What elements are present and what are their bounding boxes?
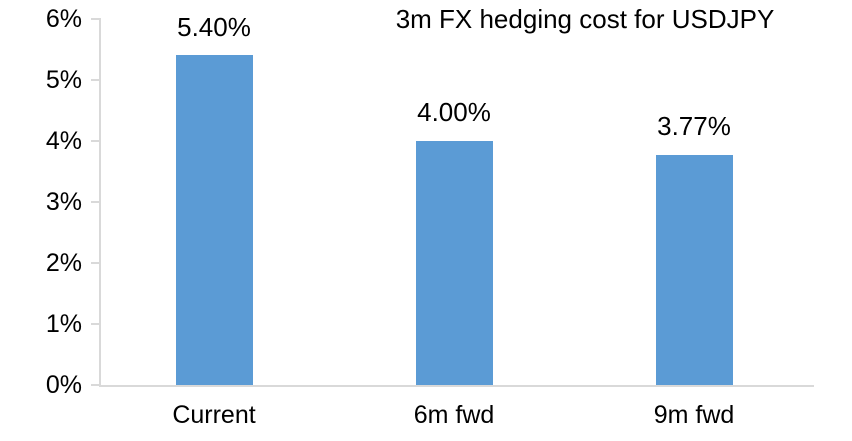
y-tick-label: 2% bbox=[45, 248, 82, 277]
y-tick-mark bbox=[91, 322, 99, 325]
category-label: 6m fwd bbox=[413, 401, 495, 429]
y-axis-line bbox=[99, 17, 101, 386]
bar bbox=[655, 154, 733, 385]
y-tick-mark bbox=[91, 384, 99, 386]
value-label: 5.40% bbox=[177, 11, 251, 42]
y-tick-mark bbox=[91, 17, 99, 20]
y-tick-label: 3% bbox=[45, 187, 82, 216]
category-label: 9m fwd bbox=[653, 401, 735, 429]
y-tick-mark bbox=[91, 261, 99, 264]
x-axis-line bbox=[99, 385, 814, 387]
value-label: 4.00% bbox=[417, 97, 491, 128]
y-tick-mark bbox=[91, 139, 99, 142]
y-tick-label: 1% bbox=[45, 309, 82, 338]
chart-title: 3m FX hedging cost for USDJPY bbox=[395, 4, 775, 34]
category-label: Current bbox=[172, 401, 256, 429]
value-label: 3.77% bbox=[657, 111, 731, 142]
y-tick-label: 5% bbox=[45, 65, 82, 94]
bar bbox=[415, 140, 493, 385]
y-tick-label: 0% bbox=[45, 371, 82, 399]
y-tick-mark bbox=[91, 78, 99, 81]
bar bbox=[175, 55, 253, 385]
y-tick-mark bbox=[91, 200, 99, 203]
y-tick-label: 6% bbox=[45, 4, 82, 33]
y-tick-label: 4% bbox=[45, 126, 82, 155]
